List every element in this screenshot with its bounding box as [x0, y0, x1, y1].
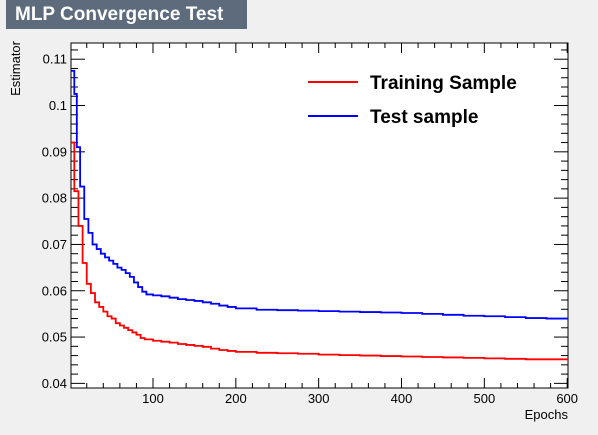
x-axis-label: Epochs [525, 407, 569, 422]
x-tick-label: 400 [391, 391, 413, 406]
y-tick-label: 0.1 [49, 98, 67, 113]
y-tick-label: 0.06 [42, 283, 67, 298]
series-group [71, 69, 568, 361]
tick-labels: 100 200 300 400 500 600 0.04 0.05 0.06 0.07 0.08 0.… [42, 52, 578, 406]
x-tick-label: 600 [556, 391, 578, 406]
plot-background [70, 42, 569, 389]
chart-title: MLP Convergence Test [6, 0, 247, 29]
x-tick-label: 100 [142, 391, 164, 406]
y-tick-label: 0.08 [42, 191, 67, 206]
series-line-test [71, 69, 568, 320]
y-tick-label: 0.11 [43, 52, 67, 67]
legend-entry-label: Training Sample [370, 73, 517, 94]
legend-entry-label: Test sample [370, 107, 478, 128]
y-tick-label: 0.05 [42, 330, 67, 345]
y-tick-label: 0.07 [42, 237, 67, 252]
legend: Training Sample Test sample [308, 73, 517, 128]
y-tick-label: 0.04 [42, 376, 67, 391]
x-tick-label: 500 [473, 391, 495, 406]
y-axis-label: Estimator [8, 40, 23, 96]
series-line-training [71, 141, 568, 361]
y-tick-label: 0.09 [42, 144, 67, 159]
x-tick-label: 200 [225, 391, 247, 406]
x-tick-label: 300 [308, 391, 330, 406]
